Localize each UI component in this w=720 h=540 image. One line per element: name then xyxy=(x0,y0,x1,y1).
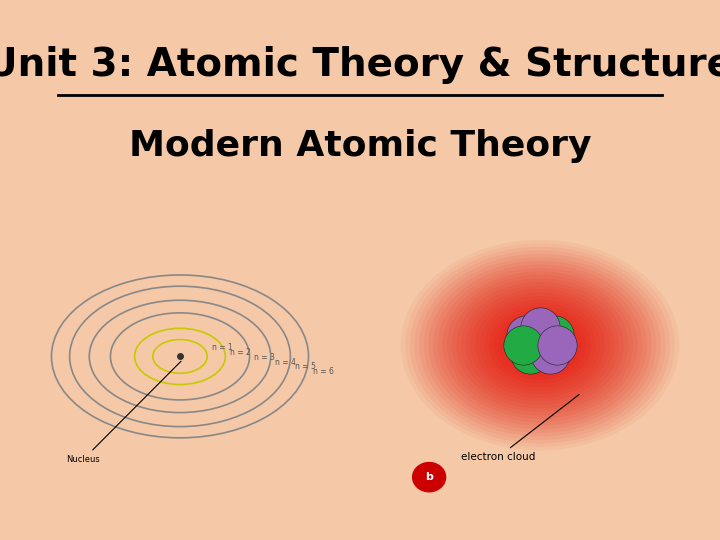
Text: Modern Atomic Theory: Modern Atomic Theory xyxy=(129,129,591,163)
Ellipse shape xyxy=(521,331,559,359)
Ellipse shape xyxy=(415,251,665,440)
Ellipse shape xyxy=(456,282,624,408)
Ellipse shape xyxy=(526,335,554,356)
Ellipse shape xyxy=(428,261,652,429)
Ellipse shape xyxy=(451,279,629,412)
Ellipse shape xyxy=(503,317,577,373)
Point xyxy=(552,341,563,349)
Ellipse shape xyxy=(433,265,647,426)
Text: n = 5: n = 5 xyxy=(295,362,316,372)
Ellipse shape xyxy=(498,314,582,377)
Ellipse shape xyxy=(438,268,642,422)
Text: Unit 3: Atomic Theory & Structure: Unit 3: Atomic Theory & Structure xyxy=(0,46,720,84)
Text: n = 1: n = 1 xyxy=(212,343,233,352)
Ellipse shape xyxy=(442,272,638,419)
Point xyxy=(520,331,531,340)
Ellipse shape xyxy=(447,275,633,415)
Ellipse shape xyxy=(480,300,600,391)
Ellipse shape xyxy=(475,296,605,394)
Point xyxy=(534,338,546,347)
Text: electron cloud: electron cloud xyxy=(461,395,579,462)
Ellipse shape xyxy=(419,254,661,436)
Ellipse shape xyxy=(512,324,568,366)
Text: n = 4: n = 4 xyxy=(275,357,296,367)
Text: n = 6: n = 6 xyxy=(313,367,334,376)
Ellipse shape xyxy=(461,286,619,405)
Ellipse shape xyxy=(517,328,563,363)
Circle shape xyxy=(413,463,446,492)
Ellipse shape xyxy=(508,321,572,370)
Ellipse shape xyxy=(493,310,587,380)
Ellipse shape xyxy=(424,258,656,433)
Point xyxy=(534,322,546,331)
Point xyxy=(549,331,560,340)
Ellipse shape xyxy=(410,247,670,443)
Ellipse shape xyxy=(466,289,614,401)
Ellipse shape xyxy=(536,342,544,349)
Ellipse shape xyxy=(485,303,595,387)
Ellipse shape xyxy=(531,338,549,352)
Text: n = 3: n = 3 xyxy=(254,353,275,362)
Text: b: b xyxy=(426,472,433,482)
Point xyxy=(517,341,528,349)
Point xyxy=(525,349,536,358)
Point xyxy=(544,349,555,358)
Text: Nucleus: Nucleus xyxy=(67,361,181,464)
Ellipse shape xyxy=(405,244,675,447)
Ellipse shape xyxy=(470,293,610,398)
Text: n = 2: n = 2 xyxy=(230,348,251,357)
Ellipse shape xyxy=(400,240,680,450)
Ellipse shape xyxy=(489,307,591,384)
